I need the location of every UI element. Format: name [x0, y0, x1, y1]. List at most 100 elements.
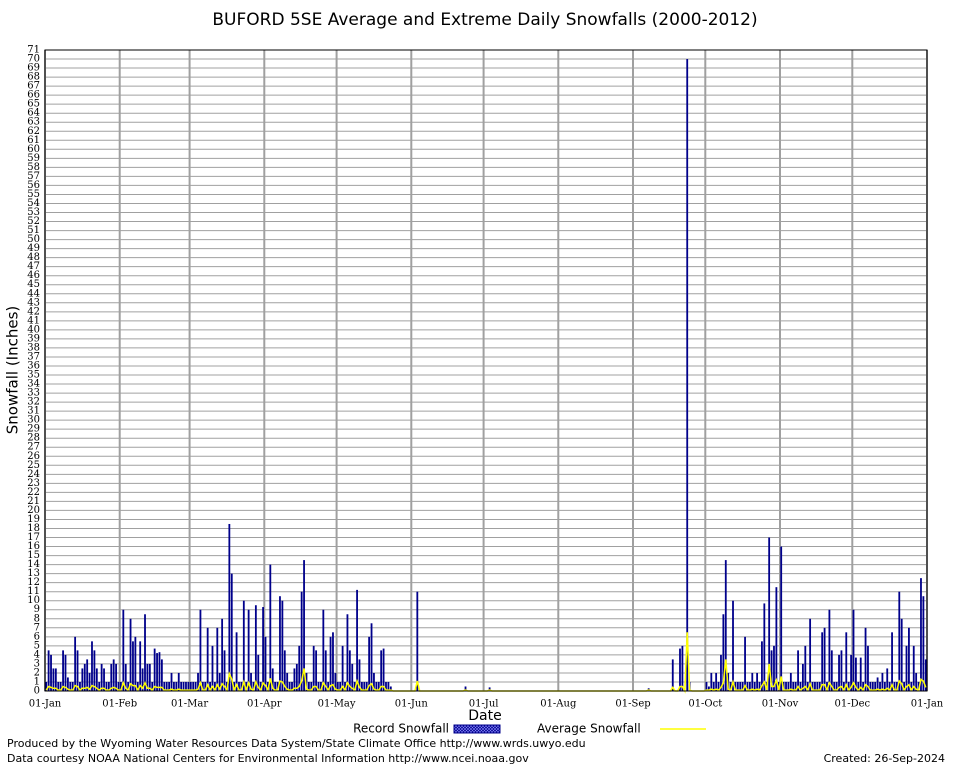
bar — [209, 681, 211, 691]
bar — [736, 681, 739, 691]
bar — [295, 663, 298, 691]
bar — [710, 672, 713, 691]
bar — [888, 681, 891, 691]
bar — [720, 654, 722, 691]
y-tick-label: 46 — [27, 270, 40, 281]
bar — [847, 681, 850, 691]
y-tick-label: 5 — [34, 640, 40, 651]
y-tick-label: 62 — [27, 126, 40, 137]
y-axis-label: Snowfall (Inches) — [4, 306, 22, 434]
bar — [189, 681, 192, 691]
bar — [780, 546, 783, 691]
bar — [763, 603, 766, 691]
bar — [95, 668, 98, 691]
bar — [881, 672, 884, 691]
bar — [288, 681, 291, 691]
bar — [242, 600, 245, 691]
y-tick-label: 28 — [27, 433, 40, 444]
bar — [245, 681, 248, 691]
bar — [373, 672, 375, 691]
legend-label: Record Snowfall — [353, 722, 449, 736]
bar — [852, 609, 855, 691]
bar — [165, 681, 168, 691]
bar — [746, 681, 749, 691]
bar — [804, 645, 807, 691]
x-tick-label: 01-Apr — [247, 699, 282, 710]
y-tick-label: 4 — [34, 649, 40, 660]
x-tick-label: 01-Aug — [540, 699, 577, 710]
bar — [883, 681, 886, 691]
bar — [216, 627, 219, 691]
bar — [922, 596, 925, 691]
legend-swatch — [453, 724, 501, 734]
bar — [845, 632, 848, 691]
bar — [365, 681, 368, 691]
y-tick-label: 43 — [27, 297, 40, 308]
bar — [416, 591, 419, 691]
y-tick-label: 12 — [27, 577, 40, 588]
bar — [197, 672, 199, 691]
y-tick-label: 52 — [27, 216, 40, 227]
bar — [874, 681, 877, 691]
y-tick-label: 63 — [27, 117, 40, 128]
bar — [327, 681, 330, 691]
bar — [107, 681, 110, 691]
y-tick-label: 26 — [27, 451, 40, 462]
bar — [71, 681, 74, 691]
y-tick-label: 58 — [27, 162, 40, 173]
bar — [734, 681, 737, 691]
bar — [775, 587, 778, 691]
bar — [81, 668, 84, 691]
bar — [886, 668, 889, 691]
bar — [917, 681, 920, 691]
bar — [153, 648, 156, 691]
bar — [45, 681, 48, 691]
y-tick-label: 64 — [27, 108, 40, 119]
bar — [310, 681, 313, 691]
bar — [797, 650, 799, 691]
bar — [859, 657, 862, 691]
y-tick-label: 22 — [27, 487, 40, 498]
bar — [281, 600, 284, 691]
bar — [792, 681, 795, 691]
bar — [830, 650, 833, 691]
bar — [341, 645, 344, 691]
bar — [348, 650, 351, 691]
bar — [192, 681, 195, 691]
bar — [910, 681, 913, 691]
bar — [170, 672, 173, 691]
bar — [177, 672, 180, 691]
x-tick-label: 01-Oct — [688, 699, 722, 710]
y-tick-label: 0 — [34, 686, 40, 697]
bar — [912, 645, 915, 691]
y-tick-label: 17 — [27, 532, 40, 543]
bar — [103, 668, 105, 691]
x-axis-label: Date — [468, 708, 501, 724]
bar — [132, 641, 134, 691]
bar — [175, 681, 178, 691]
plot-frame — [44, 49, 928, 692]
bar — [821, 632, 824, 691]
bar — [293, 668, 296, 691]
bar — [223, 650, 226, 691]
y-tick-label: 56 — [27, 180, 40, 191]
bar — [322, 609, 325, 691]
bar — [252, 681, 255, 691]
bar — [380, 650, 383, 691]
bar — [136, 681, 139, 691]
y-tick-label: 31 — [27, 406, 40, 417]
bar — [320, 681, 322, 691]
bar — [54, 668, 57, 691]
x-tick-label: 01-Jul — [469, 699, 499, 710]
bar — [86, 659, 89, 691]
y-tick-label: 54 — [27, 198, 40, 209]
bar — [64, 654, 67, 691]
y-tick-label: 33 — [27, 388, 40, 399]
bar — [307, 681, 310, 691]
bar — [122, 609, 125, 691]
x-tick-label: 01-Sep — [615, 699, 650, 710]
bar — [814, 681, 816, 691]
bar — [173, 681, 175, 691]
bar — [823, 627, 826, 691]
bar — [187, 681, 190, 691]
